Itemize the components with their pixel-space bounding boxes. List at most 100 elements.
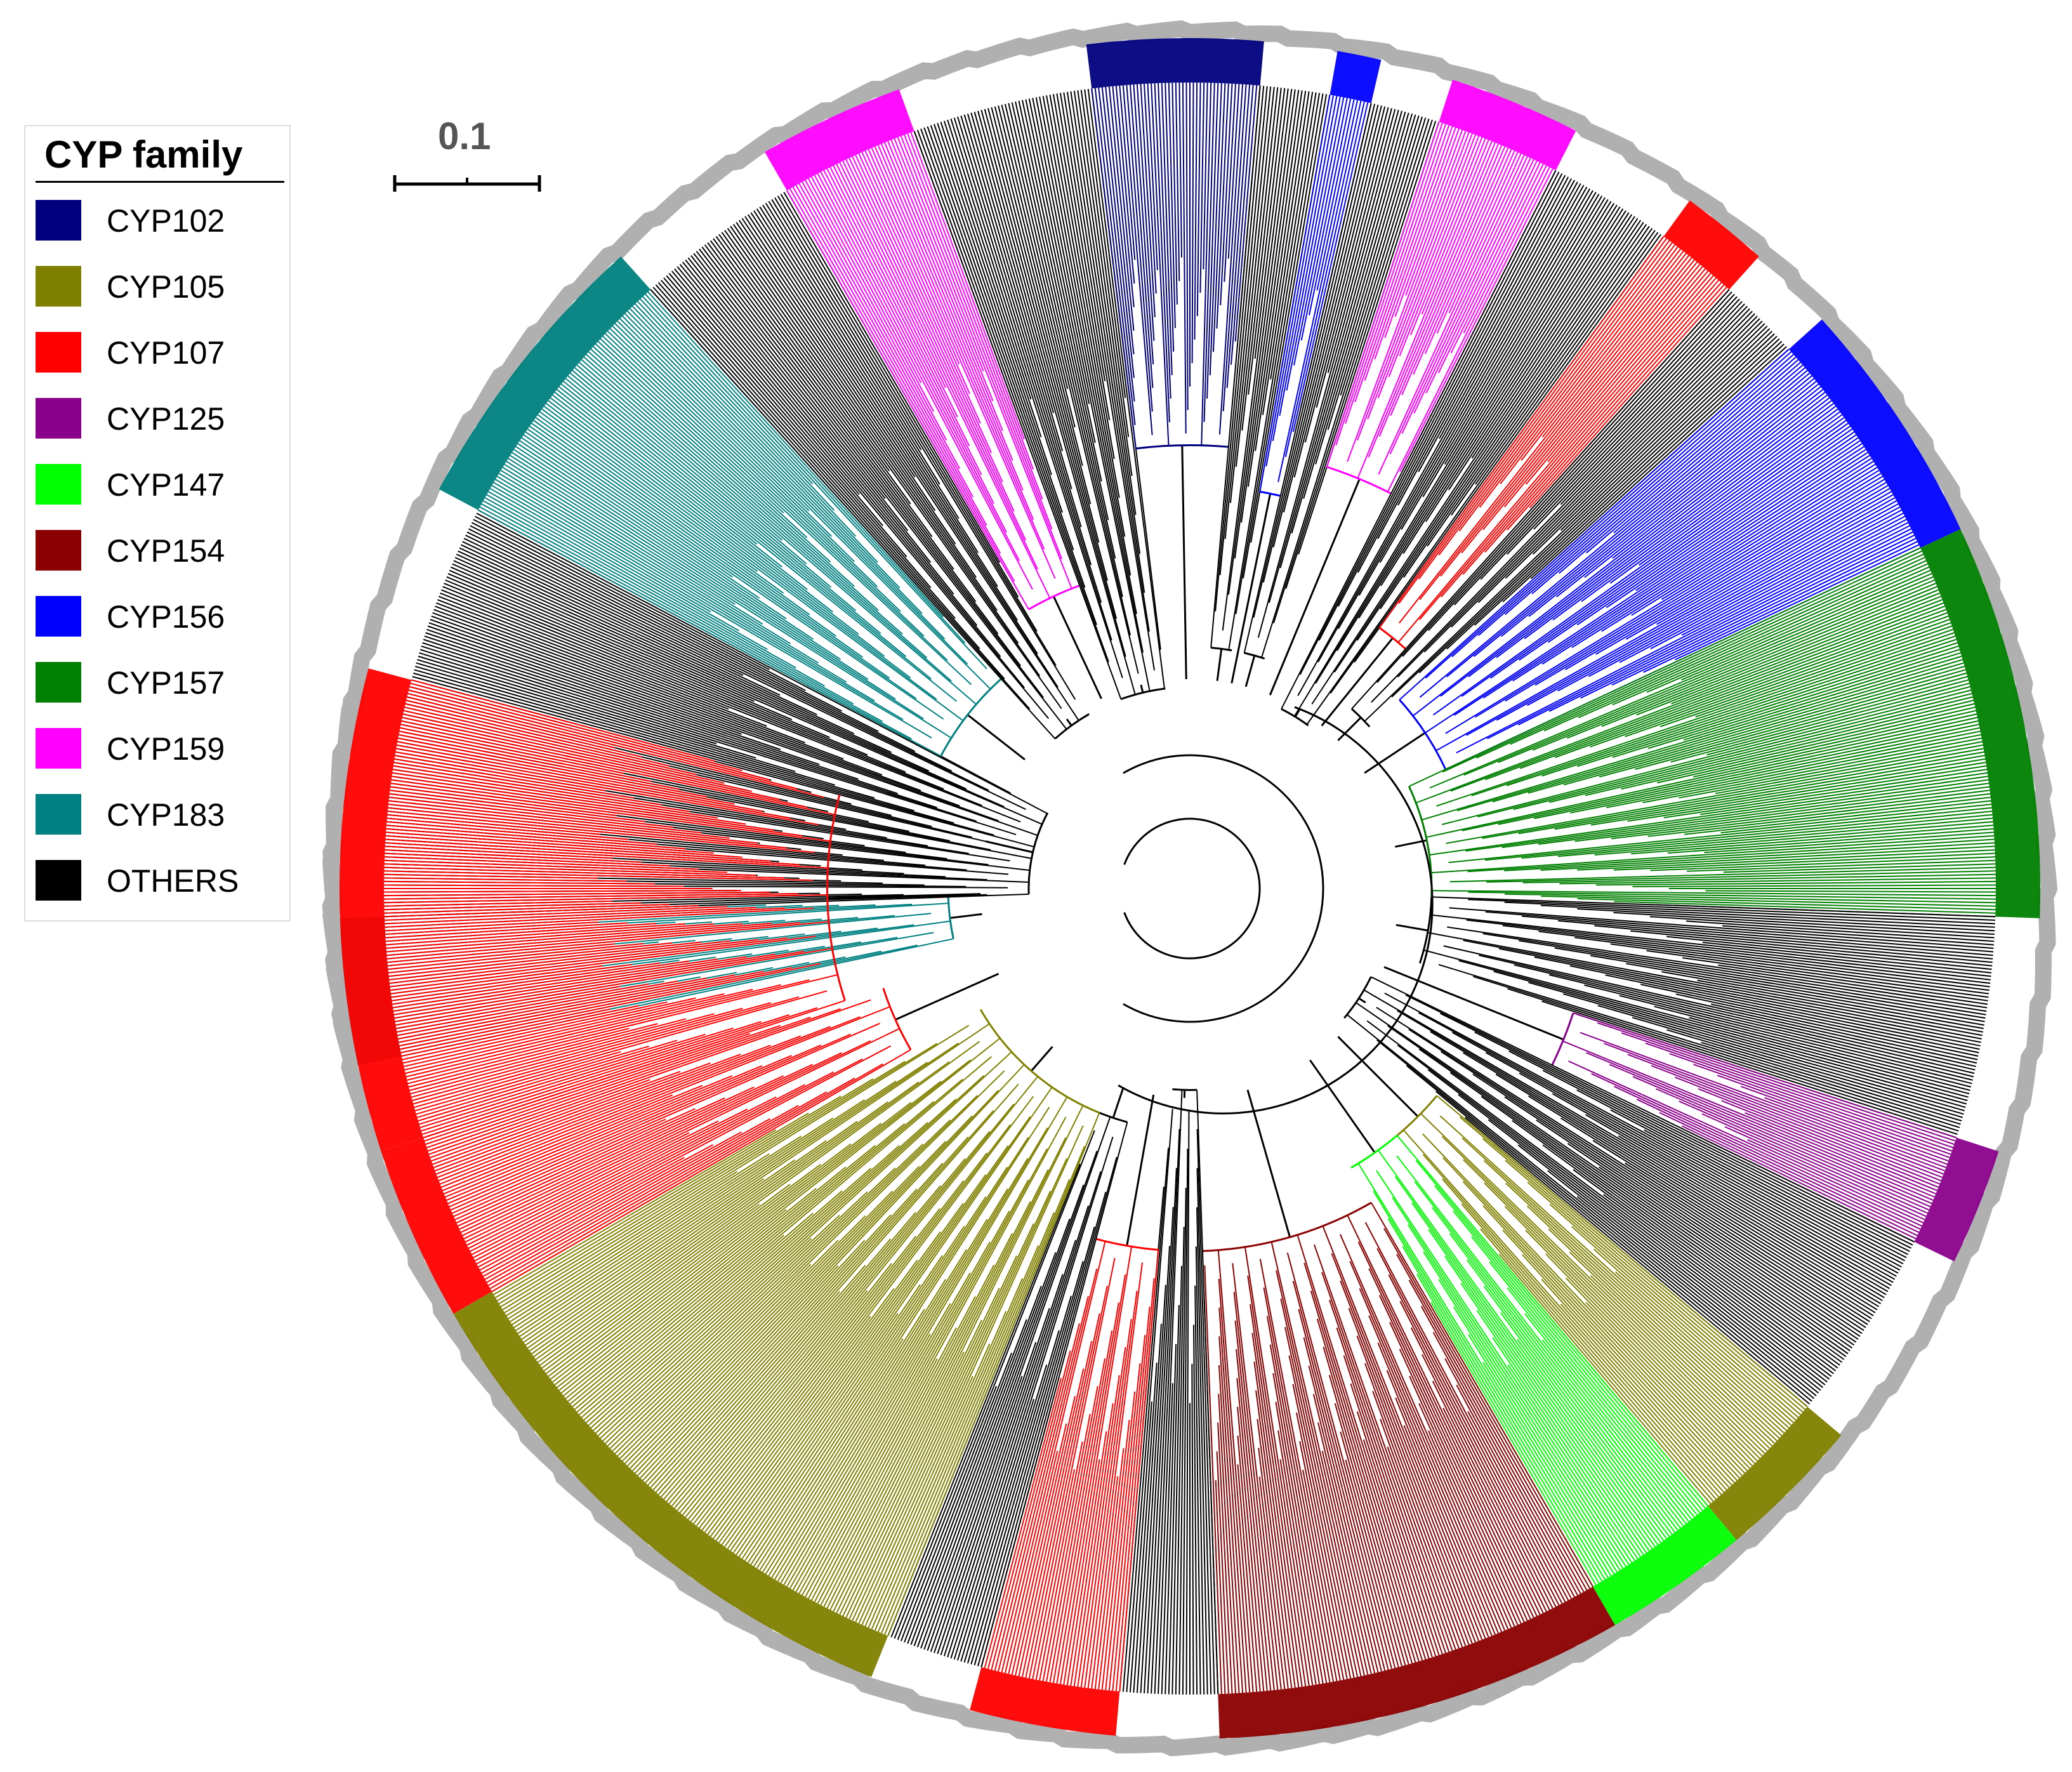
- clade-branch: [1475, 230, 1656, 485]
- clade-branch: [1402, 1246, 1603, 1582]
- clade-branch: [1504, 1206, 1758, 1462]
- clade-branch: [771, 1188, 1008, 1578]
- clade-branch: [1011, 1396, 1076, 1675]
- clade-branch: [868, 1311, 1007, 1629]
- clade-branch: [447, 572, 793, 720]
- clade-branch: [1442, 1407, 1544, 1613]
- clade-branch: [826, 1169, 1049, 1609]
- clade-branch: [1482, 751, 1984, 839]
- clade-branch: [1185, 1109, 1190, 1695]
- clade-branch: [1046, 1358, 1106, 1682]
- clade-branch: [1316, 1318, 1420, 1662]
- clade-branch: [1196, 1168, 1212, 1695]
- clade-branch: [495, 479, 904, 720]
- clade-others: [1119, 1088, 1219, 1695]
- clade-branch: [693, 1208, 940, 1524]
- clade-branch: [550, 397, 859, 635]
- clade-branch: [386, 922, 772, 956]
- clade-branch: [1193, 1325, 1198, 1695]
- clade-branch: [1439, 1115, 1787, 1431]
- clade-branch: [721, 232, 1062, 709]
- clade-branch: [441, 1094, 673, 1188]
- clade-branch: [452, 563, 1005, 808]
- clade-branch: [774, 197, 1057, 666]
- clade-branch: [385, 852, 670, 867]
- clade-branch: [1459, 1116, 1805, 1410]
- clade-branch: [724, 1145, 1009, 1547]
- clade-branch: [1224, 83, 1236, 282]
- clade-branch: [1589, 619, 1950, 748]
- clade-branch: [548, 400, 885, 657]
- clade-branch: [1423, 315, 1758, 653]
- clade-branch: [1243, 103, 1372, 654]
- clade-branch: [861, 152, 970, 395]
- clade-branch: [460, 1052, 842, 1233]
- clade-branch: [581, 1190, 843, 1418]
- clade-branch: [521, 1023, 990, 1340]
- clade-branch: [977, 1156, 1118, 1667]
- clade-branch: [699, 248, 1044, 698]
- clade-branch: [1659, 1112, 1918, 1236]
- clade-branch: [1627, 765, 1987, 822]
- clade-stem: [827, 893, 981, 899]
- clade-branch: [590, 1099, 957, 1429]
- clade-branch: [1528, 1095, 1878, 1311]
- clade-branch: [732, 223, 977, 578]
- clade-branch: [388, 803, 758, 844]
- clade-branch: [436, 1035, 801, 1175]
- clade-branch: [511, 1117, 834, 1325]
- clade-branch: [1292, 1384, 1355, 1678]
- clade-branch: [384, 870, 814, 881]
- clade-branch: [1383, 1227, 1591, 1589]
- clade-branch: [1702, 941, 1992, 974]
- clade-branch: [1171, 1266, 1182, 1695]
- clade-branch: [1108, 86, 1135, 331]
- clade-branch: [637, 301, 835, 511]
- clade-branch: [1681, 519, 1907, 636]
- clade-branch: [1625, 622, 1951, 737]
- clade-branch: [384, 863, 756, 876]
- clade-branch: [393, 762, 662, 806]
- clade-branch: [552, 394, 834, 613]
- clade-branch: [1632, 1076, 1932, 1205]
- clade-branch: [1380, 1418, 1463, 1648]
- clade-branch: [1505, 475, 1883, 702]
- clade-branch: [1451, 228, 1653, 516]
- clade-branch: [1379, 192, 1597, 563]
- clade-branch: [1521, 814, 1993, 859]
- clade-branch: [1396, 1155, 1684, 1526]
- clade-branch: [1560, 308, 1750, 505]
- clade-band: [1663, 200, 1759, 290]
- clade-branch: [385, 906, 756, 925]
- clade-branch: [1147, 1207, 1174, 1694]
- clade-branch: [1427, 932, 1983, 1036]
- clade-branch: [385, 908, 814, 932]
- clade-branch: [1504, 842, 1995, 871]
- clade-branch: [1182, 1148, 1189, 1695]
- clade-branch: [1397, 1044, 1834, 1375]
- clade-branch: [388, 807, 787, 849]
- clade-branch: [1302, 1469, 1345, 1680]
- clade-branch: [1591, 1073, 1922, 1227]
- clade-branch: [508, 1153, 770, 1319]
- clade-branch: [687, 1263, 892, 1520]
- clade-branch: [515, 1080, 897, 1332]
- clade-branch: [759, 1309, 925, 1571]
- clade-branch: [934, 124, 1052, 475]
- clade-branch: [894, 1130, 1095, 1639]
- clade-branch: [1304, 108, 1392, 443]
- clade-branch: [1008, 103, 1123, 597]
- clade-branch: [1541, 1000, 1958, 1135]
- clade-branch: [1408, 1028, 1868, 1325]
- clade-branch: [1429, 576, 1934, 789]
- clade-band: [1330, 51, 1382, 103]
- clade-branch: [1151, 1168, 1177, 1694]
- clade-branch: [1306, 232, 1659, 725]
- clade-branch: [410, 682, 742, 772]
- clade-base-arc: [1095, 1238, 1159, 1251]
- clade-branch: [1502, 925, 1991, 984]
- clade-branch: [386, 923, 685, 946]
- clade-branch: [1327, 110, 1399, 373]
- clade-branch: [1265, 95, 1334, 466]
- clade-branch: [1532, 586, 1937, 751]
